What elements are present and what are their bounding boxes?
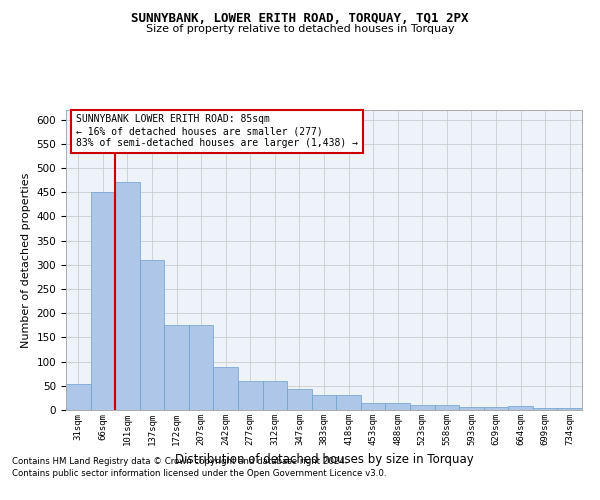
Bar (66, 384, 91, 410)
Text: Size of property relative to detached houses in Torquay: Size of property relative to detached ho… (146, 24, 454, 34)
X-axis label: Distribution of detached houses by size in Torquay: Distribution of detached houses by size … (175, 454, 473, 466)
Bar (287, 389, 312, 410)
Bar (238, 382, 263, 410)
Text: Contains HM Land Registry data © Crown copyright and database right 2024.: Contains HM Land Registry data © Crown c… (12, 458, 347, 466)
Bar (410, 405, 434, 410)
Bar (533, 408, 557, 410)
Bar (434, 405, 459, 410)
Bar (115, 182, 140, 410)
Y-axis label: Number of detached properties: Number of detached properties (21, 172, 31, 348)
Bar (459, 407, 484, 410)
Bar (164, 325, 189, 410)
Bar (263, 382, 287, 410)
Bar (336, 395, 361, 410)
Bar (484, 407, 508, 410)
Bar (557, 408, 582, 410)
Bar (385, 402, 410, 410)
Bar (140, 260, 164, 410)
Bar (312, 395, 336, 410)
Bar (189, 325, 214, 410)
Bar (91, 192, 115, 410)
Text: SUNNYBANK, LOWER ERITH ROAD, TORQUAY, TQ1 2PX: SUNNYBANK, LOWER ERITH ROAD, TORQUAY, TQ… (131, 12, 469, 26)
Text: Contains public sector information licensed under the Open Government Licence v3: Contains public sector information licen… (12, 469, 386, 478)
Text: SUNNYBANK LOWER ERITH ROAD: 85sqm
← 16% of detached houses are smaller (277)
83%: SUNNYBANK LOWER ERITH ROAD: 85sqm ← 16% … (76, 114, 358, 148)
Bar (361, 402, 385, 410)
Bar (508, 406, 533, 410)
Bar (214, 367, 238, 410)
